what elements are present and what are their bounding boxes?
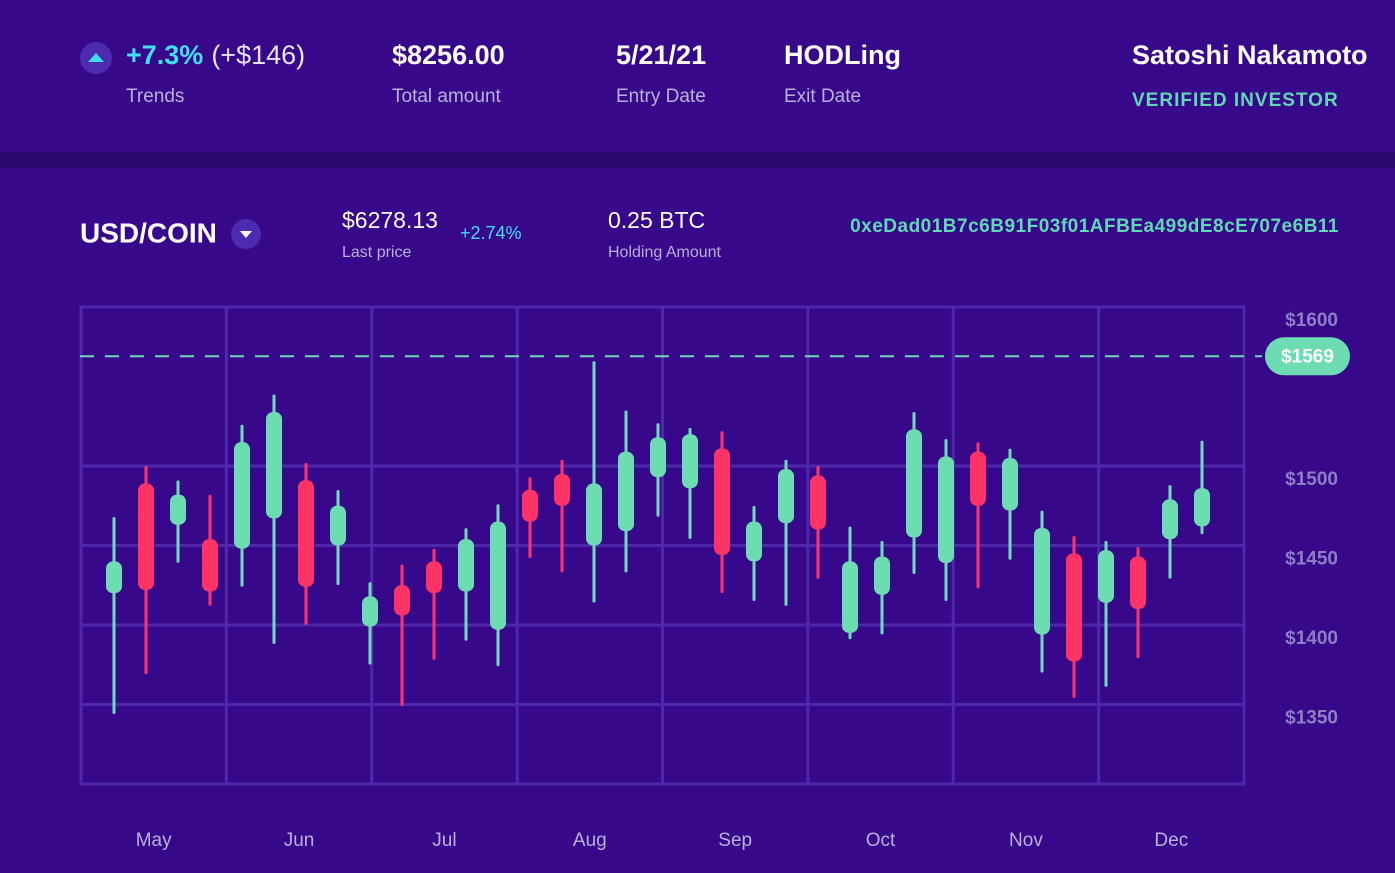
y-tick-label: $1400	[1285, 628, 1338, 649]
trend: +7.3% (+$146)	[126, 40, 305, 70]
stat-label: Exit Date	[784, 86, 861, 107]
chart: May Jun Jul Aug Sep Oct Nov Dec $1600 $1500 $1450 $…	[80, 305, 1350, 851]
trend-label: Trends	[126, 86, 184, 107]
candle-body	[842, 561, 858, 633]
divider	[0, 152, 1395, 168]
reference-label: $1569	[1281, 346, 1334, 367]
month-label: Oct	[866, 830, 896, 851]
candle-body	[938, 456, 954, 563]
candle-body	[1034, 528, 1050, 635]
candle-body	[234, 442, 250, 549]
month-label: Aug	[573, 830, 607, 851]
month-label: May	[136, 830, 172, 851]
candle-body	[618, 451, 634, 532]
reference-pill	[1265, 337, 1350, 376]
trend-icon	[88, 53, 104, 62]
candle-body	[1002, 458, 1018, 511]
candle-body	[874, 556, 890, 595]
dropdown-icon	[240, 231, 252, 238]
candle-body	[906, 429, 922, 538]
stat-value: HODLing	[784, 40, 901, 70]
month-label: Dec	[1154, 830, 1188, 851]
y-tick-label: $1600	[1285, 310, 1338, 331]
candle-body	[1194, 488, 1210, 527]
candle-body	[970, 451, 986, 506]
candle-body	[106, 561, 122, 594]
stat-value: $8256.00	[392, 40, 505, 70]
candle-body	[362, 596, 378, 627]
user-badge: VERIFIED INVESTOR	[1132, 90, 1339, 111]
candle-body	[138, 483, 154, 591]
pair: USD/COIN	[80, 217, 217, 248]
candle-body	[554, 473, 570, 506]
y-tick-label: $1450	[1285, 549, 1338, 570]
y-tick-label: $1350	[1285, 708, 1338, 729]
month-label: Jul	[432, 830, 456, 851]
candle-body	[170, 494, 186, 525]
stat-label: Entry Date	[616, 86, 706, 107]
month-label: Nov	[1009, 830, 1043, 851]
trend-change: +7.3%	[126, 40, 203, 70]
candle-body	[522, 489, 538, 522]
last-price: $6278.13	[342, 207, 438, 233]
price-change: +2.74%	[460, 223, 522, 243]
holding-label: Holding Amount	[608, 244, 722, 261]
candle-body	[1130, 556, 1146, 610]
y-tick-label: $1500	[1285, 469, 1338, 490]
candle-body	[458, 539, 474, 592]
stat-label: Total amount	[392, 86, 502, 107]
candle-body	[650, 437, 666, 478]
candle-body	[330, 505, 346, 546]
candle-body	[426, 561, 442, 594]
holding: 0.25 BTC	[608, 207, 705, 233]
candle-body	[746, 521, 762, 562]
candle-body	[266, 411, 282, 519]
candle-body	[394, 585, 410, 616]
candle-body	[298, 480, 314, 587]
user-name: Satoshi Nakamoto	[1132, 40, 1368, 70]
candle-body	[1098, 550, 1114, 603]
last-price-label: Last price	[342, 244, 411, 261]
candle-body	[1162, 499, 1178, 540]
trend-amount: (+$146)	[211, 40, 305, 70]
candle-body	[714, 448, 730, 556]
candle-body	[682, 434, 698, 489]
candle-body	[586, 483, 602, 546]
candle-body	[810, 475, 826, 530]
month-label: Jun	[284, 830, 315, 851]
candle-body	[778, 469, 794, 524]
candle-body	[202, 539, 218, 592]
candle-body	[1066, 553, 1082, 662]
stat-value: 5/21/21	[616, 40, 706, 70]
candle-body	[490, 521, 506, 630]
month-label: Sep	[718, 830, 752, 851]
wallet-address[interactable]: 0xeDad01B7c6B91F03f01AFBEa499dE8cE707e6B…	[850, 216, 1339, 237]
